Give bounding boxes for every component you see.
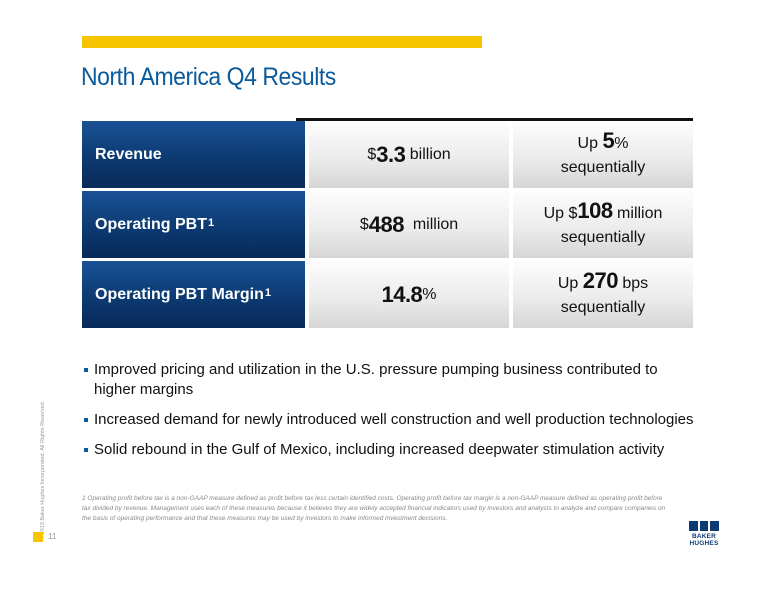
change-main: 270 bbox=[582, 268, 619, 293]
list-item: Improved pricing and utilization in the … bbox=[82, 360, 702, 400]
value-suffix: billion bbox=[405, 145, 451, 163]
page-number-marker bbox=[33, 532, 43, 542]
table-row-operating-pbt: Operating PBT 1 $488 million Up $108 mill… bbox=[82, 191, 693, 258]
row-label: Revenue bbox=[82, 121, 305, 188]
table-row-operating-pbt-margin: Operating PBT Margin 1 14.8% Up 270 bps s… bbox=[82, 261, 693, 328]
change-line2: sequentially bbox=[560, 159, 646, 176]
change-suffix: % bbox=[614, 135, 629, 152]
table-top-rule bbox=[296, 118, 693, 121]
list-item: Increased demand for newly introduced we… bbox=[82, 410, 702, 430]
value-prefix: $ bbox=[367, 145, 377, 163]
highlights-list: Improved pricing and utilization in the … bbox=[82, 360, 702, 470]
change-main: 5 bbox=[602, 128, 615, 153]
baker-hughes-logo: BAKER HUGHES bbox=[682, 521, 726, 547]
copyright-notice: © 2013 Baker Hughes Incorporated. All Ri… bbox=[40, 400, 46, 540]
row-label-text: Operating PBT bbox=[95, 215, 208, 233]
logo-text-line2: HUGHES bbox=[689, 540, 719, 547]
page-title: North America Q4 Results bbox=[81, 63, 336, 91]
value-main: 3.3 bbox=[376, 141, 406, 167]
row-label: Operating PBT Margin 1 bbox=[82, 261, 305, 328]
row-label: Operating PBT 1 bbox=[82, 191, 305, 258]
footnote-marker: 1 bbox=[208, 216, 215, 229]
row-value: $3.3 billion bbox=[309, 121, 509, 188]
footnote: 1 Operating profit before tax is a non-G… bbox=[82, 495, 666, 522]
row-value: $488 million bbox=[309, 191, 509, 258]
change-line2: sequentially bbox=[560, 299, 646, 316]
list-item: Solid rebound in the Gulf of Mexico, inc… bbox=[82, 440, 702, 460]
value-main: 14.8 bbox=[381, 281, 423, 307]
row-label-text: Revenue bbox=[95, 145, 162, 163]
change-prefix: Up bbox=[577, 135, 603, 152]
row-change: Up 5% sequentially bbox=[513, 121, 693, 188]
change-suffix: million bbox=[612, 205, 663, 222]
top-accent-bar bbox=[82, 36, 482, 48]
value-prefix: $ bbox=[359, 215, 369, 233]
footnote-marker: 1 bbox=[264, 286, 272, 299]
value-main: 488 bbox=[368, 211, 405, 237]
logo-mark-icon bbox=[689, 521, 720, 531]
page-number: 11 bbox=[48, 532, 57, 541]
row-label-text: Operating PBT Margin bbox=[95, 285, 264, 303]
change-prefix: Up bbox=[557, 275, 583, 292]
value-suffix: % bbox=[422, 285, 437, 303]
results-table: Revenue $3.3 billion Up 5% sequentially … bbox=[82, 118, 693, 328]
change-main: 108 bbox=[577, 198, 613, 223]
change-line2: sequentially bbox=[560, 229, 646, 246]
logo-text-line1: BAKER bbox=[691, 533, 717, 540]
change-suffix: bps bbox=[617, 275, 649, 292]
row-change: Up 270 bps sequentially bbox=[513, 261, 693, 328]
table-row-revenue: Revenue $3.3 billion Up 5% sequentially bbox=[82, 121, 693, 188]
row-change: Up $108 million sequentially bbox=[513, 191, 693, 258]
value-suffix: million bbox=[403, 215, 459, 233]
change-prefix: Up $ bbox=[543, 205, 578, 222]
row-value: 14.8% bbox=[309, 261, 509, 328]
